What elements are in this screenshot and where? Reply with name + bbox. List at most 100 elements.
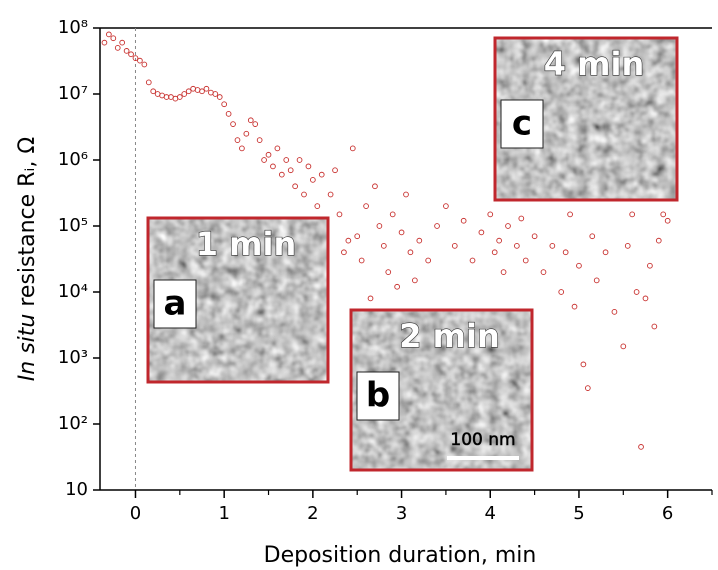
data-point xyxy=(451,243,458,249)
y-tick-label: 10 xyxy=(65,479,88,500)
data-point xyxy=(176,94,183,100)
data-point xyxy=(261,157,267,163)
data-point xyxy=(185,88,192,95)
data-point xyxy=(385,269,392,275)
x-tick-label: 4 xyxy=(485,503,496,524)
data-point xyxy=(549,243,556,249)
data-point xyxy=(216,94,223,100)
inset-time: 1 min xyxy=(196,225,297,263)
data-point xyxy=(181,91,188,97)
data-point xyxy=(274,145,281,152)
data-point xyxy=(407,249,414,256)
data-point xyxy=(589,233,596,240)
data-point xyxy=(327,191,334,198)
data-point xyxy=(491,249,498,256)
data-point xyxy=(137,57,143,64)
data-point xyxy=(558,289,565,295)
data-point xyxy=(354,233,361,240)
inset-time: 4 min xyxy=(544,45,645,83)
inset-frame xyxy=(493,36,679,202)
points xyxy=(101,31,671,450)
data-point xyxy=(638,444,644,450)
data-point xyxy=(593,277,600,284)
data-point xyxy=(345,237,352,244)
data-point xyxy=(283,157,290,163)
data-point xyxy=(119,39,126,46)
data-point xyxy=(514,243,520,249)
data-point xyxy=(123,48,130,54)
y-tick-label: 10⁴ xyxy=(58,281,88,302)
data-point xyxy=(571,303,578,310)
data-point xyxy=(212,91,219,97)
y-axis-label-rest: resistance Rᵢ, Ω xyxy=(15,137,40,314)
data-point xyxy=(367,295,374,302)
data-point xyxy=(434,223,440,229)
data-point xyxy=(633,289,640,295)
letter-box xyxy=(153,279,197,329)
data-point xyxy=(660,211,667,218)
data-point xyxy=(496,237,502,244)
y-tick-label: 10⁸ xyxy=(58,17,88,38)
scale-bar-label: 100 nm xyxy=(450,430,515,450)
data-point xyxy=(230,121,236,127)
data-point xyxy=(505,223,511,229)
data-point xyxy=(247,117,254,124)
data-point xyxy=(443,203,449,209)
y-tick-label: 10⁵ xyxy=(58,215,88,236)
data-point xyxy=(469,257,476,264)
data-point xyxy=(341,249,347,256)
data-point xyxy=(310,177,316,183)
data-point xyxy=(358,257,365,264)
data-point xyxy=(145,79,152,86)
data-point xyxy=(425,257,432,264)
data-point xyxy=(278,171,285,178)
data-point xyxy=(611,309,618,315)
data-point xyxy=(372,183,378,190)
data-point xyxy=(292,183,298,190)
y-axis-label-italic: In situ xyxy=(15,314,40,382)
data-point xyxy=(518,215,525,222)
data-point xyxy=(642,295,649,302)
x-tick-label: 3 xyxy=(396,503,407,524)
data-point xyxy=(363,203,369,209)
data-point xyxy=(199,88,205,95)
axes: 0 1 2 3 4 5 6 10 10² 10³ 10⁴ 10⁵ 10⁶ 10⁷ 10⁸ xyxy=(58,17,713,524)
data-point xyxy=(620,343,627,350)
data-point xyxy=(318,171,325,178)
data-point xyxy=(101,39,108,46)
y-tick-label: 10³ xyxy=(58,347,88,368)
x-tick-label: 0 xyxy=(130,503,141,524)
y-axis-label: In situ resistance Rᵢ, Ω xyxy=(15,137,40,381)
inset-frame xyxy=(146,216,330,384)
data-point xyxy=(110,35,117,42)
data-point xyxy=(128,51,134,58)
x-tick-label: 5 xyxy=(573,503,584,524)
data-point xyxy=(624,243,631,249)
data-point xyxy=(225,111,232,117)
data-point xyxy=(478,229,485,236)
data-point xyxy=(403,191,409,198)
data-point xyxy=(270,163,276,170)
data-point xyxy=(132,55,139,61)
data-point xyxy=(540,269,547,275)
data-point xyxy=(412,277,418,284)
x-tick-label: 2 xyxy=(307,503,318,524)
x-tick-label: 1 xyxy=(218,503,229,524)
data-point xyxy=(460,217,467,224)
letter-box xyxy=(356,371,400,421)
data-point xyxy=(243,130,250,137)
data-point xyxy=(576,262,582,269)
inset-frame xyxy=(349,308,534,472)
data-point xyxy=(305,163,312,170)
data-point xyxy=(629,211,636,218)
inset-letter: a xyxy=(164,284,187,324)
data-point xyxy=(234,137,241,143)
y-tick-label: 10⁶ xyxy=(58,149,88,170)
data-point xyxy=(256,137,263,143)
data-point xyxy=(265,151,272,158)
data-point xyxy=(296,157,303,163)
data-point xyxy=(332,167,338,174)
data-point xyxy=(567,211,573,218)
data-point xyxy=(647,262,653,269)
